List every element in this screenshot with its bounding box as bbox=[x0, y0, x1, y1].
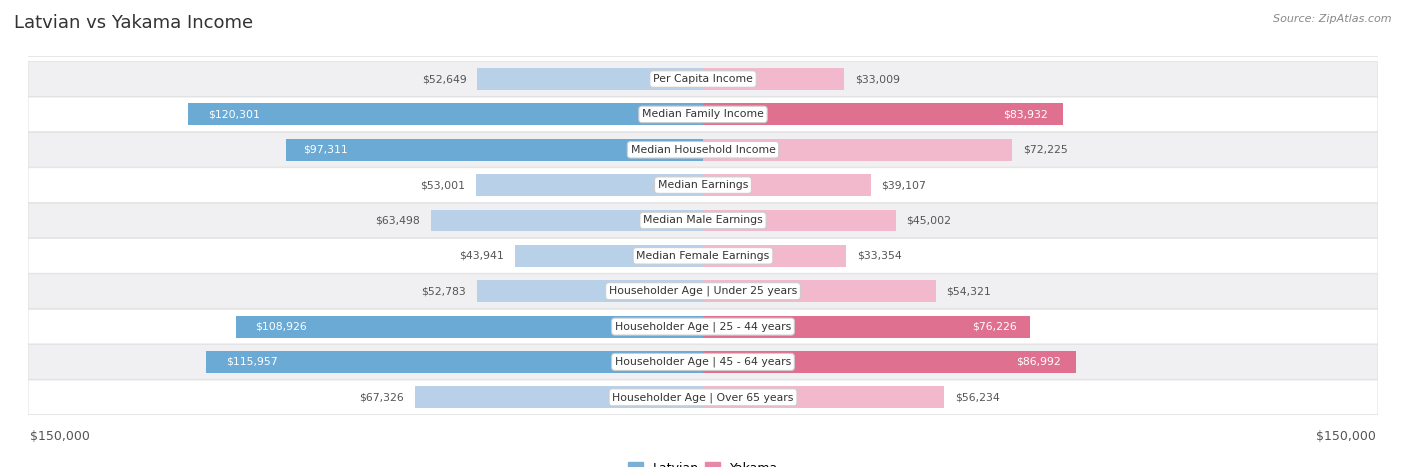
Text: $43,941: $43,941 bbox=[460, 251, 503, 261]
Bar bbox=[703, 103, 1063, 125]
Bar bbox=[703, 245, 846, 267]
Bar bbox=[236, 316, 703, 338]
FancyBboxPatch shape bbox=[28, 203, 1378, 238]
Bar bbox=[478, 68, 703, 90]
Text: $52,783: $52,783 bbox=[422, 286, 467, 296]
Text: Median Female Earnings: Median Female Earnings bbox=[637, 251, 769, 261]
Bar bbox=[703, 210, 896, 232]
Bar bbox=[703, 316, 1029, 338]
Bar bbox=[477, 280, 703, 302]
Text: $97,311: $97,311 bbox=[302, 145, 347, 155]
Bar bbox=[285, 139, 703, 161]
Bar bbox=[515, 245, 703, 267]
Text: $83,932: $83,932 bbox=[1004, 109, 1049, 120]
Text: Median Earnings: Median Earnings bbox=[658, 180, 748, 190]
FancyBboxPatch shape bbox=[28, 345, 1378, 379]
Bar bbox=[703, 174, 870, 196]
Text: Householder Age | Over 65 years: Householder Age | Over 65 years bbox=[612, 392, 794, 403]
FancyBboxPatch shape bbox=[28, 168, 1378, 203]
Bar bbox=[207, 351, 703, 373]
Text: $108,926: $108,926 bbox=[254, 322, 307, 332]
Text: $39,107: $39,107 bbox=[882, 180, 927, 190]
Bar bbox=[187, 103, 703, 125]
Text: Householder Age | 25 - 44 years: Householder Age | 25 - 44 years bbox=[614, 321, 792, 332]
Bar bbox=[475, 174, 703, 196]
Text: $52,649: $52,649 bbox=[422, 74, 467, 84]
Bar bbox=[703, 68, 845, 90]
Text: Median Male Earnings: Median Male Earnings bbox=[643, 215, 763, 226]
Text: Householder Age | 45 - 64 years: Householder Age | 45 - 64 years bbox=[614, 357, 792, 367]
Bar bbox=[415, 386, 703, 408]
FancyBboxPatch shape bbox=[28, 133, 1378, 167]
Text: Source: ZipAtlas.com: Source: ZipAtlas.com bbox=[1274, 14, 1392, 24]
Text: Median Household Income: Median Household Income bbox=[630, 145, 776, 155]
Text: $53,001: $53,001 bbox=[420, 180, 465, 190]
Text: $120,301: $120,301 bbox=[208, 109, 260, 120]
Bar bbox=[703, 280, 936, 302]
Text: $33,009: $33,009 bbox=[855, 74, 900, 84]
Bar bbox=[703, 139, 1012, 161]
Text: Householder Age | Under 25 years: Householder Age | Under 25 years bbox=[609, 286, 797, 297]
FancyBboxPatch shape bbox=[28, 274, 1378, 309]
Bar bbox=[703, 351, 1076, 373]
FancyBboxPatch shape bbox=[28, 380, 1378, 415]
Text: $33,354: $33,354 bbox=[856, 251, 901, 261]
Text: $86,992: $86,992 bbox=[1017, 357, 1062, 367]
Text: $72,225: $72,225 bbox=[1024, 145, 1069, 155]
Text: Latvian vs Yakama Income: Latvian vs Yakama Income bbox=[14, 14, 253, 32]
Text: $76,226: $76,226 bbox=[972, 322, 1017, 332]
Text: Median Family Income: Median Family Income bbox=[643, 109, 763, 120]
Text: $56,234: $56,234 bbox=[955, 392, 1000, 402]
FancyBboxPatch shape bbox=[28, 62, 1378, 96]
Legend: Latvian, Yakama: Latvian, Yakama bbox=[623, 457, 783, 467]
FancyBboxPatch shape bbox=[28, 97, 1378, 132]
Bar bbox=[703, 386, 943, 408]
Text: $54,321: $54,321 bbox=[946, 286, 991, 296]
Bar bbox=[430, 210, 703, 232]
Text: $115,957: $115,957 bbox=[226, 357, 277, 367]
FancyBboxPatch shape bbox=[28, 309, 1378, 344]
Text: $63,498: $63,498 bbox=[375, 215, 420, 226]
Text: Per Capita Income: Per Capita Income bbox=[652, 74, 754, 84]
Text: $45,002: $45,002 bbox=[907, 215, 952, 226]
Text: $67,326: $67,326 bbox=[359, 392, 404, 402]
FancyBboxPatch shape bbox=[28, 239, 1378, 273]
